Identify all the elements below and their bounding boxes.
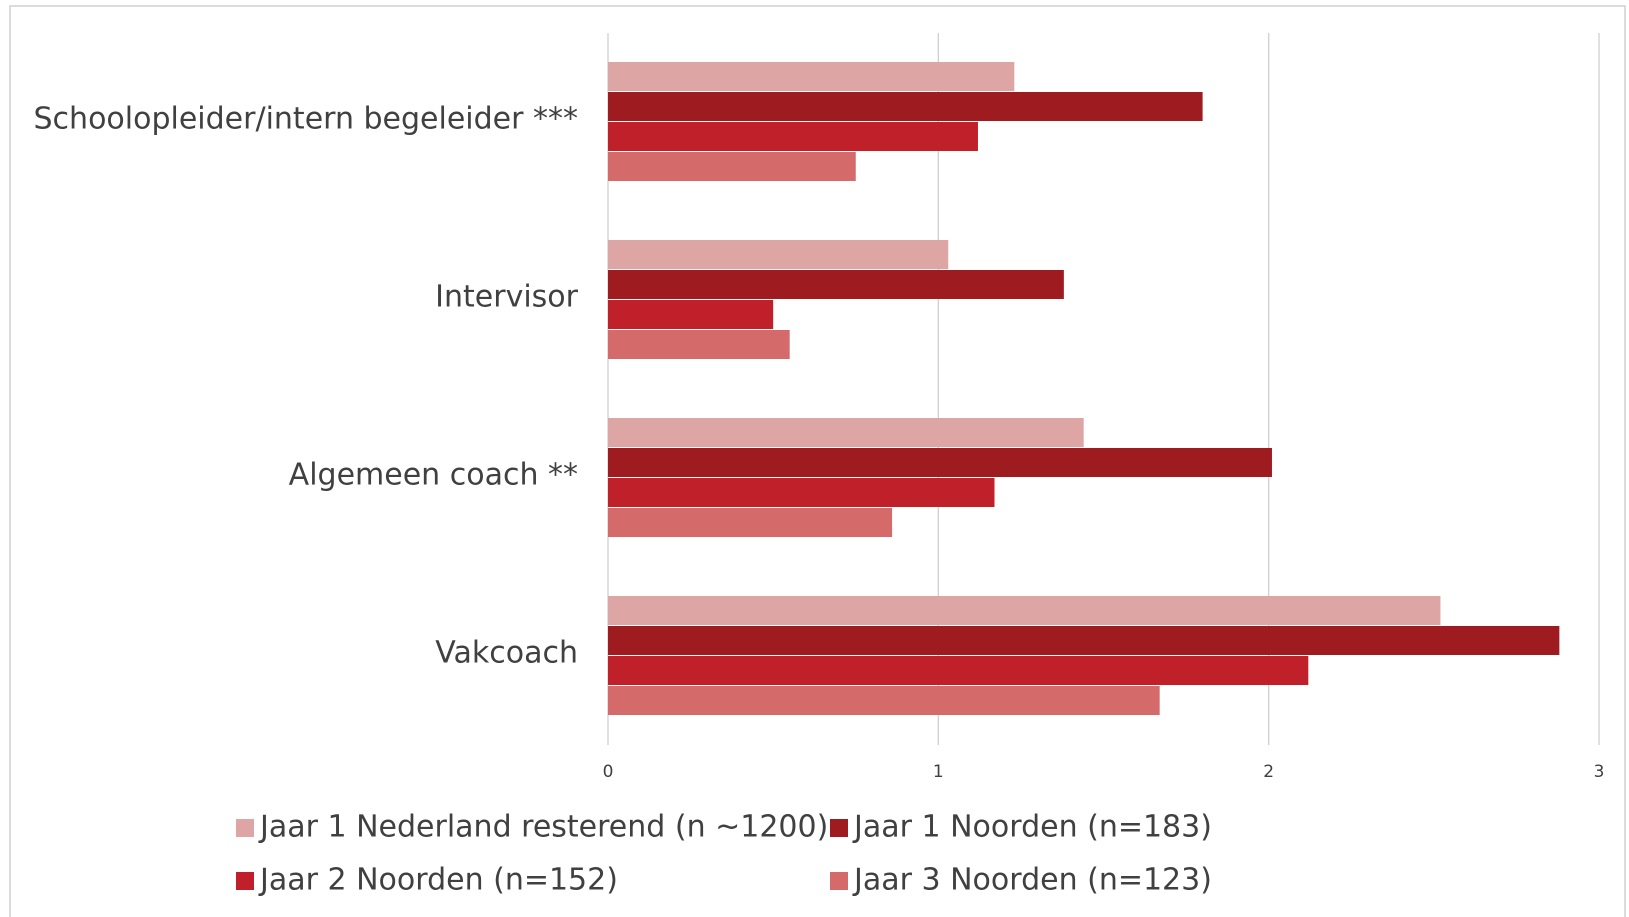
bar xyxy=(608,122,978,151)
legend-label: Jaar 3 Noorden (n=123) xyxy=(852,863,1212,898)
bar xyxy=(608,418,1084,447)
legend-swatch xyxy=(830,872,848,890)
bar xyxy=(608,270,1064,299)
y-tick-label: Algemeen coach ** xyxy=(289,458,578,493)
x-tick-label: 1 xyxy=(933,762,944,782)
x-tick-label: 2 xyxy=(1263,762,1274,782)
bar xyxy=(608,448,1272,477)
bar xyxy=(608,300,774,329)
bar xyxy=(608,508,893,537)
bar xyxy=(608,62,1015,91)
bar xyxy=(608,330,790,359)
bar xyxy=(608,92,1203,121)
bar xyxy=(608,596,1441,625)
bar xyxy=(608,656,1309,685)
y-tick-label: Vakcoach xyxy=(435,636,578,671)
legend-label: Jaar 1 Nederland resterend (n ~1200) xyxy=(258,810,828,845)
y-tick-label: Intervisor xyxy=(435,280,578,315)
bar xyxy=(608,478,995,507)
legend-label: Jaar 2 Noorden (n=152) xyxy=(258,863,618,898)
bar xyxy=(608,626,1560,655)
legend-swatch xyxy=(236,872,254,890)
bar xyxy=(608,152,856,181)
y-tick-label: Schoolopleider/intern begeleider *** xyxy=(34,102,578,137)
legend-swatch xyxy=(830,819,848,837)
legend-swatch xyxy=(236,819,254,837)
bar xyxy=(608,240,949,269)
x-tick-label: 0 xyxy=(603,762,614,782)
x-tick-label: 3 xyxy=(1594,762,1605,782)
legend-label: Jaar 1 Noorden (n=183) xyxy=(852,810,1212,845)
bar xyxy=(608,686,1160,715)
